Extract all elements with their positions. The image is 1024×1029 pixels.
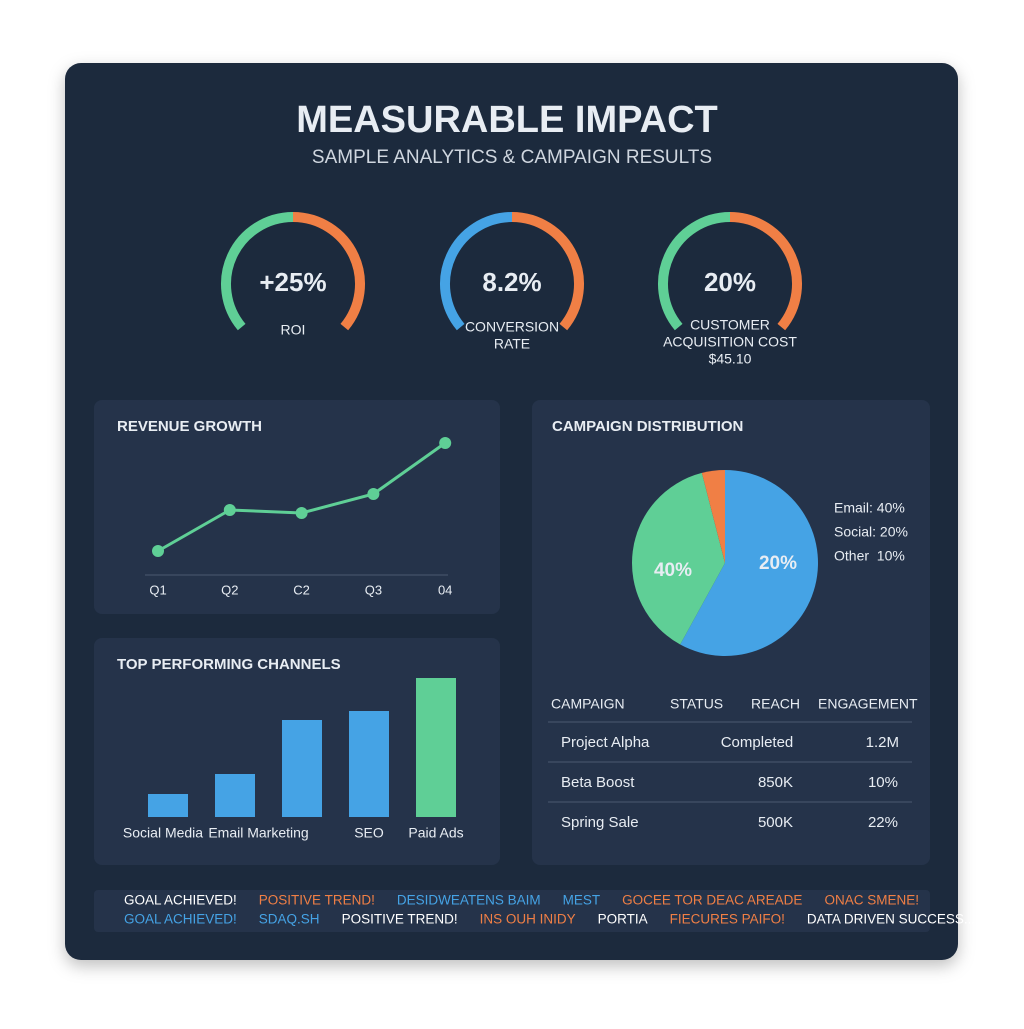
- ticker-text: GOAL ACHIEVED!: [124, 893, 237, 908]
- ticker-text: GOAL ACHIEVED!: [124, 912, 237, 927]
- ticker-bg: [94, 890, 930, 932]
- table-cell: 850K: [758, 774, 793, 791]
- gauge-label: ROI: [281, 322, 306, 338]
- ticker-text: FIECURES PAIFO!: [670, 912, 785, 927]
- panel-title: CAMPAIGN DISTRIBUTION: [552, 418, 743, 435]
- ticker-text: MEST: [563, 893, 601, 908]
- x-tick-label: Social Media: [123, 825, 203, 841]
- table-header: CAMPAIGN: [551, 696, 625, 712]
- bar: [416, 678, 456, 817]
- gauge-label: CONVERSION: [465, 319, 559, 335]
- ticker-text: SDAQ.SH: [259, 912, 320, 927]
- slice-text: 20%: [759, 553, 797, 574]
- table-cell: Completed: [721, 734, 794, 751]
- point: [223, 504, 236, 516]
- gauge-label: ACQUISITION COST: [663, 334, 797, 350]
- point: [367, 488, 380, 500]
- ticker-text: POSITIVE TREND!: [259, 893, 375, 908]
- title: MEASURABLE IMPACT: [296, 99, 718, 141]
- bar: [282, 720, 322, 817]
- table-cell: 500K: [758, 814, 793, 831]
- pie-slice: [701, 470, 725, 563]
- table-header: REACH: [751, 696, 800, 712]
- pie-slice: [632, 472, 725, 645]
- gauge-label: RATE: [494, 336, 530, 352]
- panel-title: TOP PERFORMING CHANNELS: [117, 656, 341, 673]
- table-cell: Spring Sale: [561, 814, 639, 831]
- gauge-arc: [511, 212, 584, 331]
- table-cell: Beta Boost: [561, 774, 635, 791]
- point: [295, 507, 308, 519]
- panel: [94, 400, 500, 614]
- bar: [215, 774, 255, 817]
- table-cell: 1.2M: [866, 734, 899, 751]
- gauge-arc: [729, 212, 802, 331]
- x-tick-label: Q1: [149, 582, 166, 597]
- ticker-text: DATA DRIVEN SUCCESS...: [807, 912, 975, 927]
- gauge-value: 8.2%: [482, 267, 541, 297]
- gauge-value: +25%: [259, 267, 326, 297]
- x-tick-label: 04: [438, 582, 452, 597]
- ticker-text: INS OUH INIDY: [480, 912, 576, 927]
- gauge-arc: [292, 212, 365, 331]
- point: [152, 545, 164, 557]
- gauge-value: 20%: [704, 267, 756, 297]
- ticker-text: DESIDWEATENS BAIM: [397, 893, 541, 908]
- table-cell: Project Alpha: [561, 734, 650, 751]
- ticker-text: POSITIVE TREND!: [342, 912, 458, 927]
- bar: [148, 794, 188, 817]
- panel-title: REVENUE GROWTH: [117, 418, 262, 435]
- table-cell: 22%: [868, 814, 898, 831]
- x-tick-label: Email Marketing: [208, 825, 308, 841]
- subtitle: SAMPLE ANALYTICS & CAMPAIGN RESULTS: [312, 147, 712, 168]
- gauge-label: CUSTOMER: [690, 317, 770, 333]
- x-tick-label: C2: [293, 582, 310, 597]
- slice-text: 40%: [654, 560, 692, 581]
- legend-note: Social: 20%: [834, 524, 908, 540]
- gauge-arc: [221, 212, 294, 331]
- gauge-label: $45.10: [709, 351, 752, 367]
- ticker-text: PORTIA: [598, 912, 648, 927]
- pie-slice: [680, 470, 818, 656]
- x-tick-label: Q3: [365, 582, 382, 597]
- legend-note: Other 10%: [834, 548, 905, 564]
- point: [439, 437, 452, 449]
- table-header: ENGAGEMENT: [818, 696, 918, 712]
- legend-note: Email: 40%: [834, 500, 905, 516]
- gauge-arc: [440, 212, 513, 331]
- gauge-arc: [658, 212, 731, 331]
- ticker-text: GOCEE TOR DEAC AREADE: [622, 893, 802, 908]
- x-tick-label: SEO: [354, 825, 384, 841]
- table-header: STATUS: [670, 696, 723, 712]
- table-cell: 10%: [868, 774, 898, 791]
- ticker-text: ONAC SMENE!: [824, 893, 919, 908]
- x-tick-label: Paid Ads: [408, 825, 463, 841]
- bar: [349, 711, 389, 817]
- x-tick-label: Q2: [221, 582, 238, 597]
